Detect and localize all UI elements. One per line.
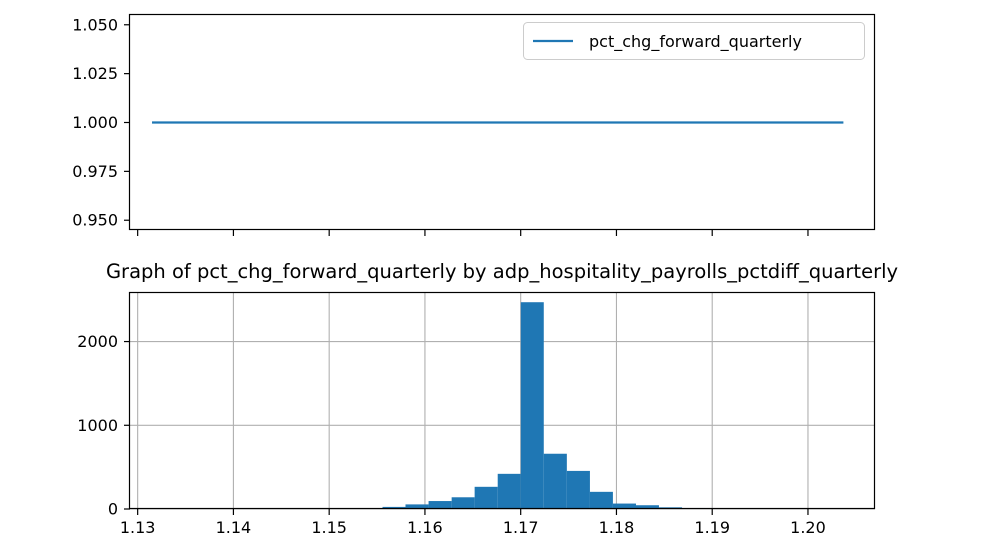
y-tick-label: 2000 — [77, 332, 118, 351]
x-tick-label: 1.17 — [503, 518, 539, 537]
histogram-bars — [152, 302, 844, 509]
x-tick-label: 1.15 — [311, 518, 347, 537]
legend-label: pct_chg_forward_quarterly — [589, 32, 802, 52]
histogram-bar — [520, 302, 544, 509]
histogram-y-axis: 0 1000 2000 — [77, 332, 130, 519]
histogram-bar — [428, 501, 452, 509]
histogram-bar — [589, 491, 613, 509]
histogram-title: Graph of pct_chg_forward_quarterly by ad… — [106, 260, 898, 283]
line-chart-x-axis — [137, 230, 809, 236]
histogram-bar — [497, 473, 521, 509]
legend: pct_chg_forward_quarterly — [523, 22, 865, 60]
histogram-bar — [566, 470, 590, 509]
y-tick-label: 1.000 — [72, 113, 118, 132]
x-tick-label: 1.14 — [216, 518, 252, 537]
x-tick-label: 1.16 — [407, 518, 443, 537]
x-tick-label: 1.20 — [790, 518, 826, 537]
y-tick-label: 1.025 — [72, 64, 118, 83]
histogram-frame — [128, 291, 876, 510]
y-tick-label: 0 — [108, 500, 118, 519]
y-tick-label: 0.975 — [72, 162, 118, 181]
x-tick-label: 1.19 — [694, 518, 730, 537]
histogram-bar — [635, 505, 659, 509]
histogram-bar — [474, 486, 498, 509]
legend-box — [523, 22, 865, 60]
histogram-chart: Graph of pct_chg_forward_quarterly by ad… — [77, 260, 898, 537]
line-chart-y-axis: 0.950 0.975 1.000 1.025 1.050 — [72, 15, 130, 230]
histogram-bar — [405, 504, 429, 509]
line-chart-frame — [128, 13, 876, 231]
y-tick-label: 0.950 — [72, 211, 118, 230]
x-tick-label: 1.18 — [599, 518, 635, 537]
x-tick-label: 1.13 — [120, 518, 156, 537]
histogram-bar — [451, 497, 475, 509]
y-tick-label: 1000 — [77, 416, 118, 435]
y-tick-label: 1.050 — [72, 15, 118, 34]
histogram-bar — [543, 453, 567, 509]
histogram-bar — [612, 503, 636, 509]
line-chart: 0.950 0.975 1.000 1.025 1.050 pct_chg_forwar… — [72, 13, 876, 236]
histogram-x-axis: 1.13 1.14 1.15 1.16 1.17 1.18 1.19 1.20 — [120, 509, 826, 537]
